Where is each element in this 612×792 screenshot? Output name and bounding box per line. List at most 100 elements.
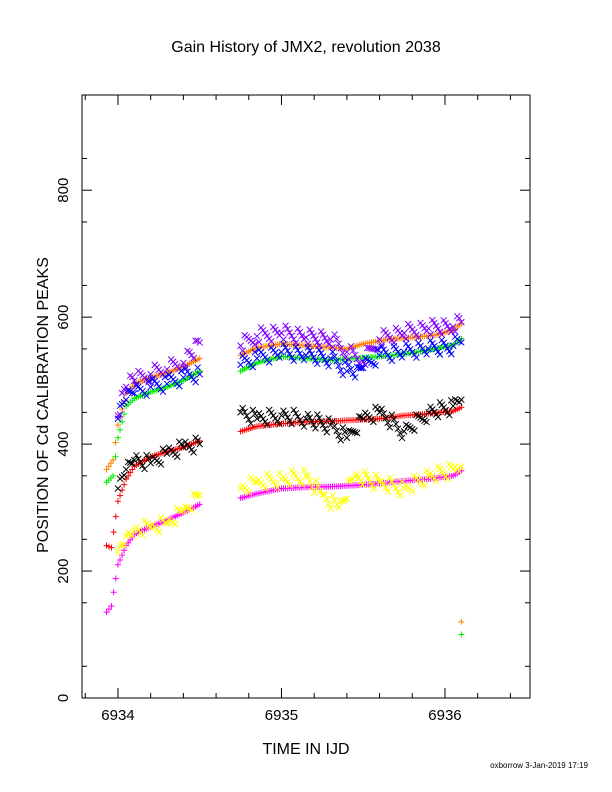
data-point xyxy=(447,350,455,358)
data-point xyxy=(361,467,368,475)
data-point xyxy=(359,481,366,489)
data-point xyxy=(317,328,325,335)
series-6 xyxy=(114,396,465,492)
data-point xyxy=(382,484,390,492)
data-point xyxy=(280,473,287,481)
data-point xyxy=(444,322,451,330)
data-point xyxy=(147,383,155,391)
data-point xyxy=(343,495,351,503)
data-point xyxy=(135,455,142,463)
data-point xyxy=(353,429,361,437)
data-point xyxy=(388,411,396,419)
data-point xyxy=(245,416,253,423)
data-point xyxy=(455,467,463,475)
data-point xyxy=(376,409,383,416)
data-point xyxy=(374,346,381,354)
data-point xyxy=(392,345,400,353)
data-point xyxy=(372,362,379,369)
data-point xyxy=(267,338,275,345)
axes: 6934 6935 6936 0 200 400 600 800 xyxy=(55,94,531,724)
data-point xyxy=(284,325,291,333)
data-point xyxy=(298,481,306,488)
data-point xyxy=(269,478,277,486)
data-point xyxy=(278,412,285,419)
data-point xyxy=(274,329,281,336)
data-point xyxy=(347,342,355,350)
data-point xyxy=(337,498,345,505)
data-point xyxy=(374,475,382,483)
data-point xyxy=(255,476,263,484)
data-point xyxy=(372,345,379,353)
data-point xyxy=(133,451,140,459)
data-point xyxy=(265,406,273,414)
data-point xyxy=(143,392,150,400)
data-point xyxy=(444,475,451,483)
data-point xyxy=(239,404,246,412)
data-point xyxy=(436,328,444,336)
data-point xyxy=(339,349,347,357)
data-point xyxy=(431,332,438,339)
data-point xyxy=(112,575,119,582)
data-point xyxy=(302,472,310,480)
data-point xyxy=(267,475,275,483)
data-point xyxy=(396,429,404,437)
data-point xyxy=(280,407,287,415)
data-point xyxy=(145,377,152,385)
data-point xyxy=(353,470,361,478)
data-point xyxy=(122,532,130,540)
data-point xyxy=(313,339,321,346)
data-point xyxy=(392,485,400,492)
data-point xyxy=(406,345,414,353)
data-point xyxy=(245,489,253,496)
data-point xyxy=(163,365,171,373)
data-point xyxy=(196,370,204,378)
data-point xyxy=(331,353,338,360)
data-point xyxy=(255,338,263,346)
data-point xyxy=(114,485,122,492)
data-point xyxy=(177,367,185,375)
data-point xyxy=(259,415,267,423)
data-point xyxy=(425,345,432,353)
data-point xyxy=(304,344,312,351)
data-point xyxy=(108,602,115,609)
data-point xyxy=(394,488,402,496)
data-point xyxy=(380,480,388,488)
data-point xyxy=(107,474,114,481)
data-point xyxy=(363,471,370,479)
data-point xyxy=(145,522,152,530)
data-point xyxy=(116,411,124,418)
data-point xyxy=(372,471,380,479)
data-point xyxy=(390,342,398,350)
data-point xyxy=(314,482,322,490)
data-point xyxy=(284,413,291,421)
data-point xyxy=(290,357,298,365)
data-point xyxy=(345,426,353,434)
data-point xyxy=(118,389,126,397)
data-point xyxy=(251,345,258,352)
data-point xyxy=(396,492,404,499)
data-point xyxy=(313,360,321,368)
data-point xyxy=(157,460,165,468)
data-point xyxy=(319,421,327,429)
data-point xyxy=(298,353,306,361)
data-point xyxy=(251,423,258,430)
data-point xyxy=(114,422,121,429)
data-point xyxy=(358,341,365,348)
data-point xyxy=(400,428,408,435)
data-point xyxy=(302,351,310,359)
data-point xyxy=(455,398,463,406)
plot-frame xyxy=(81,94,531,699)
data-point xyxy=(353,355,361,363)
data-point xyxy=(400,485,408,492)
data-point xyxy=(438,331,446,339)
data-point xyxy=(402,335,410,343)
data-point xyxy=(446,325,453,333)
data-point xyxy=(121,481,128,488)
data-point xyxy=(423,467,430,475)
data-point xyxy=(282,344,289,351)
data-point xyxy=(366,478,374,486)
data-point xyxy=(325,362,332,370)
data-point xyxy=(296,478,304,486)
data-point xyxy=(128,532,136,539)
